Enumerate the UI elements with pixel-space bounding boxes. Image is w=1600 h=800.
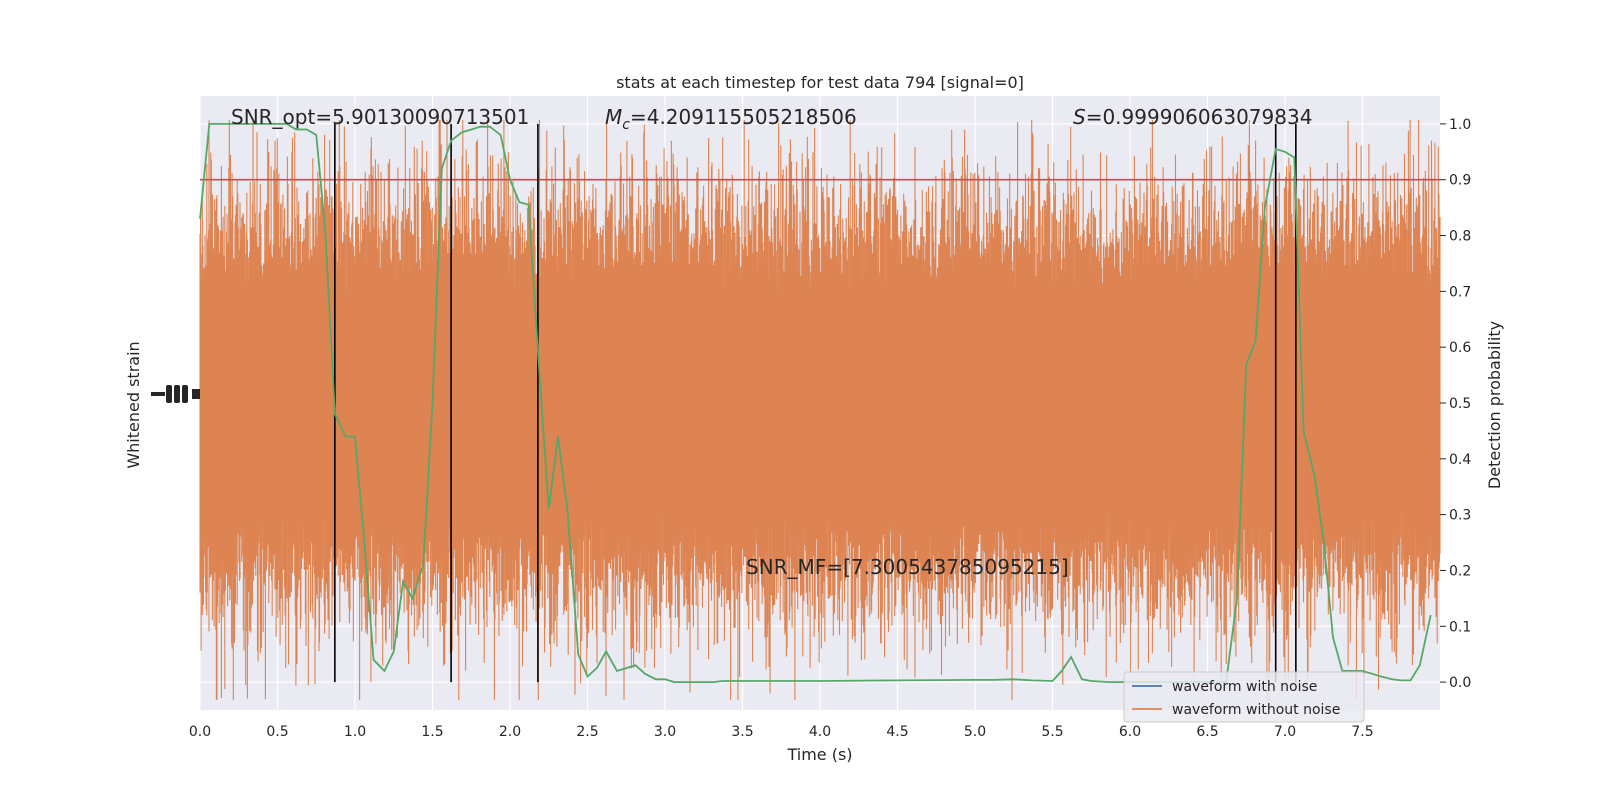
chirp-mass-annotation: Mc=4.209115505218506 [605, 105, 857, 133]
x-tick-label: 6.0 [1119, 724, 1141, 740]
strain-marker [166, 385, 172, 403]
statistic-annotation: S=0.999906063079834 [1073, 105, 1312, 129]
y-axis-label-left: Whitened strain [124, 341, 143, 468]
x-tick-label: 0.5 [266, 724, 288, 740]
legend-label-without-noise: waveform without noise [1172, 702, 1340, 718]
waveform-without-noise-series [199, 120, 1441, 700]
y-tick-label: 0.3 [1449, 508, 1471, 524]
statistic-value: =0.999906063079834 [1086, 105, 1313, 129]
x-tick-label: 0.0 [189, 724, 211, 740]
y-tick-label: 0.7 [1449, 284, 1471, 300]
x-tick-label: 5.5 [1041, 724, 1063, 740]
x-axis-label: Time (s) [786, 745, 852, 764]
x-tick-label: 7.0 [1274, 724, 1296, 740]
y-tick-labels-right: 0.0 0.1 0.2 0.3 0.4 0.5 0.6 0.7 0.8 0.9 1.0 [1440, 117, 1471, 691]
x-tick-label: 6.5 [1196, 724, 1218, 740]
x-tick-label: 7.5 [1351, 724, 1373, 740]
x-tick-label: 1.0 [344, 724, 366, 740]
strain-marker [192, 389, 200, 399]
y-tick-label: 0.0 [1449, 675, 1471, 691]
x-tick-labels: 0.0 0.5 1.0 1.5 2.0 2.5 3.0 3.5 4.0 4.5 5.0 5.5 6.0 6… [189, 724, 1374, 740]
strain-marker [151, 392, 165, 396]
legend-label-with-noise: waveform with noise [1172, 679, 1317, 695]
x-tick-label: 4.5 [886, 724, 908, 740]
y-tick-label: 0.2 [1449, 563, 1471, 579]
probability-line-path [199, 123, 1432, 683]
strain-marker [174, 385, 180, 403]
x-tick-label: 1.5 [421, 724, 443, 740]
legend-box [1123, 671, 1365, 723]
y-tick-label: 0.6 [1449, 340, 1471, 356]
x-tick-label: 3.5 [731, 724, 753, 740]
y-tick-label: 0.4 [1449, 452, 1471, 468]
x-tick-label: 3.0 [654, 724, 676, 740]
snr-mf-annotation: SNR_MF=[7.300543785095215] [746, 555, 1069, 579]
strain-tick-markers [151, 385, 200, 403]
y-axis-label-right: Detection probability [1485, 321, 1504, 489]
noise-waveform-core [200, 336, 1440, 448]
snr-opt-annotation: SNR_opt=5.90130090713501 [231, 105, 529, 129]
statistic-symbol: S [1073, 105, 1086, 129]
chirp-mass-value: =4.209115505218506 [630, 105, 857, 129]
y-tick-label: 0.8 [1449, 229, 1471, 245]
x-tick-label: 5.0 [964, 724, 986, 740]
y-tick-label: 0.9 [1449, 173, 1471, 189]
detection-probability-series [199, 123, 1432, 683]
x-tick-label: 4.0 [809, 724, 831, 740]
chirp-mass-subscript: c [622, 117, 630, 133]
y-tick-label: 0.5 [1449, 396, 1471, 412]
chart-title: stats at each timestep for test data 794… [616, 73, 1024, 92]
x-tick-label: 2.0 [499, 724, 521, 740]
chirp-mass-symbol: M [605, 105, 622, 129]
y-tick-label: 1.0 [1449, 117, 1471, 133]
strain-marker [182, 385, 188, 403]
y-tick-label: 0.1 [1449, 619, 1471, 635]
legend: waveform with noise waveform without noi… [1123, 671, 1365, 723]
x-tick-label: 2.5 [576, 724, 598, 740]
